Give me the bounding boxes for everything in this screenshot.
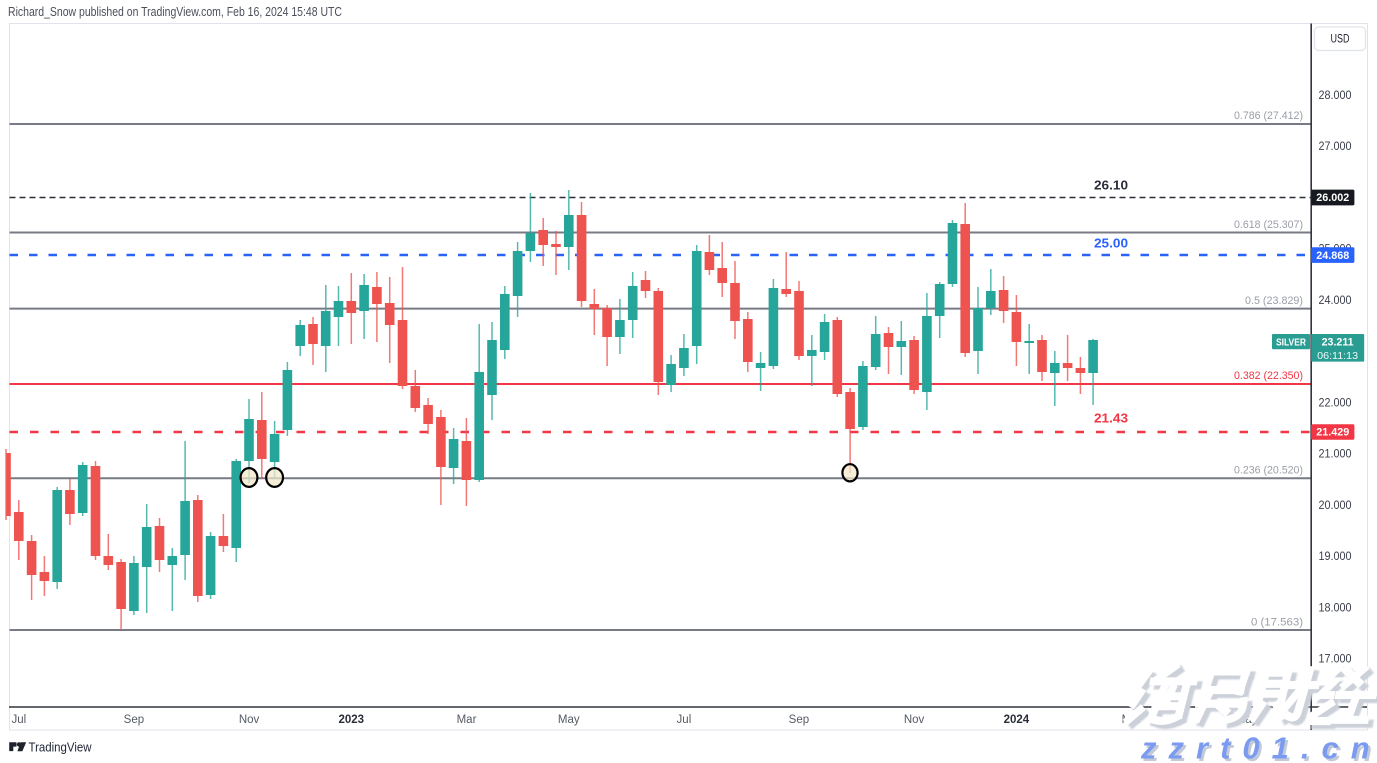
svg-text:0.382 (22.350): 0.382 (22.350) [1234,370,1303,382]
svg-text:0.5 (23.829): 0.5 (23.829) [1245,295,1303,307]
svg-text:Mar: Mar [457,714,477,726]
svg-text:06:11:13: 06:11:13 [1317,350,1358,362]
svg-text:21.429: 21.429 [1316,427,1349,439]
svg-text:27.000: 27.000 [1319,141,1352,153]
svg-text:24.000: 24.000 [1319,295,1352,307]
svg-text:USD: USD [1331,34,1350,46]
svg-text:28.000: 28.000 [1319,90,1352,102]
svg-text:Nov: Nov [904,714,925,726]
svg-text:Sep: Sep [124,714,144,726]
svg-text:0 (17.563): 0 (17.563) [1251,617,1303,629]
svg-text:23.211: 23.211 [1322,336,1354,348]
svg-text:Richard_Snow published on Trad: Richard_Snow published on TradingView.co… [8,5,342,19]
svg-text:21.000: 21.000 [1319,449,1352,461]
svg-text:zzrt01.cn: zzrt01.cn [1143,733,1377,763]
svg-text:24.868: 24.868 [1316,250,1349,262]
svg-text:18.000: 18.000 [1319,602,1352,614]
svg-text:Jul: Jul [677,714,692,726]
svg-text:SILVER: SILVER [1276,337,1306,349]
svg-text:2024: 2024 [1004,714,1030,726]
svg-text:0.236 (20.520): 0.236 (20.520) [1234,465,1303,477]
svg-text:Jul: Jul [11,714,26,726]
svg-text:zzrt01.cn: zzrt01.cn [1140,731,1377,763]
svg-text:21.43: 21.43 [1094,411,1128,425]
svg-text:0.786 (27.412): 0.786 (27.412) [1234,110,1303,122]
svg-text:0.618 (25.307): 0.618 (25.307) [1234,219,1303,231]
svg-text:TradingView: TradingView [29,740,92,755]
svg-text:25.00: 25.00 [1094,237,1128,251]
svg-text:22.000: 22.000 [1319,397,1352,409]
svg-text:May: May [558,714,580,726]
svg-text:26.002: 26.002 [1316,192,1349,204]
svg-text:19.000: 19.000 [1319,551,1352,563]
svg-text:20.000: 20.000 [1319,500,1352,512]
svg-text:2023: 2023 [339,714,365,726]
svg-text:Sep: Sep [789,714,809,726]
svg-text:26.10: 26.10 [1094,179,1128,193]
svg-text:Nov: Nov [239,714,260,726]
svg-text:17.000: 17.000 [1319,654,1352,666]
